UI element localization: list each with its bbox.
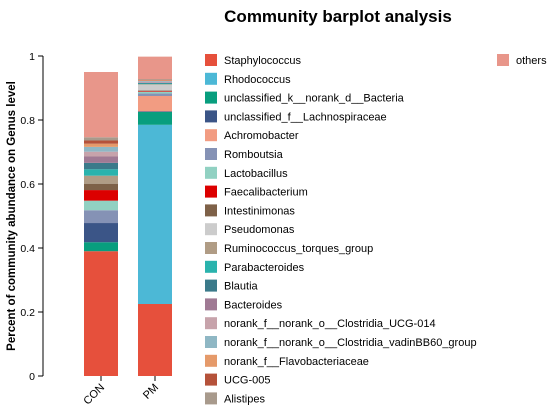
bar-segment bbox=[138, 90, 172, 92]
legend-swatch bbox=[205, 260, 217, 273]
legend: Staphylococcus Rhodococcus unclassified_k_… bbox=[205, 54, 547, 405]
bar-segment bbox=[138, 93, 172, 96]
bar-segment bbox=[138, 81, 172, 83]
bar-segment bbox=[84, 200, 118, 211]
legend-swatch bbox=[205, 166, 217, 179]
bar-segment bbox=[138, 111, 172, 112]
bar-segment bbox=[84, 137, 118, 141]
legend-label: Romboutsia bbox=[224, 149, 284, 161]
bar-segment bbox=[84, 190, 118, 201]
legend-label: Staphylococcus bbox=[224, 55, 302, 67]
y-tick-label: 0 bbox=[29, 371, 35, 383]
legend-label: UCG-005 bbox=[224, 375, 270, 387]
x-category-label: PM bbox=[141, 382, 161, 402]
legend-label: unclassified_k__norank_d__Bacteria bbox=[224, 93, 405, 105]
legend-label: norank_f__norank_o__Clostridia_vadinBB60… bbox=[224, 337, 477, 349]
bar-segment bbox=[138, 84, 172, 85]
legend-label: Parabacteroides bbox=[224, 262, 305, 274]
legend-label: Faecalibacterium bbox=[224, 187, 308, 199]
bar-segment bbox=[138, 112, 172, 125]
legend-swatch bbox=[205, 72, 217, 85]
legend-label: Alistipes bbox=[224, 393, 265, 405]
bar-segment bbox=[84, 242, 118, 252]
plot-area: 0 0.2 0.4 0.6 0.8 1 CON PM bbox=[20, 51, 172, 407]
legend-swatch bbox=[205, 317, 217, 330]
legend-swatch bbox=[497, 54, 509, 66]
y-tick-label: 0.2 bbox=[20, 307, 35, 319]
legend-label: Ruminococcus_torques_group bbox=[224, 243, 373, 255]
y-tick-label: 0.6 bbox=[20, 179, 35, 191]
bar-segment bbox=[138, 80, 172, 81]
chart-title: Community barplot analysis bbox=[224, 7, 452, 26]
bar-segment bbox=[138, 96, 172, 112]
bar-segment bbox=[138, 304, 172, 376]
bar-segment bbox=[138, 82, 172, 83]
legend-swatch bbox=[205, 129, 217, 142]
bar-segment bbox=[138, 56, 172, 80]
bar-segment bbox=[84, 72, 118, 138]
legend-swatch bbox=[205, 110, 217, 123]
y-axis-label: Percent of community abundance on Genus … bbox=[6, 81, 18, 351]
legend-label: Bacteroides bbox=[224, 299, 283, 311]
legend-label: others bbox=[516, 55, 547, 67]
bar-segment bbox=[84, 143, 118, 147]
y-tick-label: 0.4 bbox=[20, 243, 35, 255]
bar-segment bbox=[138, 83, 172, 85]
x-category-label: CON bbox=[81, 382, 107, 408]
legend-label: Pseudomonas bbox=[224, 224, 295, 236]
legend-swatch bbox=[205, 298, 217, 311]
legend-label: Intestinimonas bbox=[224, 205, 295, 217]
legend-swatch bbox=[205, 91, 217, 104]
bar-segment bbox=[138, 91, 172, 92]
legend-swatch bbox=[205, 148, 217, 160]
bar-segment bbox=[84, 146, 118, 152]
bar-segment bbox=[138, 91, 172, 94]
legend-swatch bbox=[205, 223, 217, 236]
legend-label: Achromobacter bbox=[224, 130, 299, 142]
bar-segment bbox=[84, 223, 118, 243]
bar-segment bbox=[84, 151, 118, 157]
legend-swatch bbox=[205, 242, 217, 254]
bar-segment bbox=[138, 84, 172, 91]
legend-swatch bbox=[205, 336, 217, 348]
bar-segment bbox=[84, 156, 118, 163]
legend-label: norank_f__Flavobacteriaceae bbox=[224, 356, 369, 368]
legend-label: norank_f__norank_o__Clostridia_UCG-014 bbox=[224, 318, 436, 330]
bar-segment bbox=[138, 82, 172, 84]
bar-segment bbox=[138, 124, 172, 304]
y-tick-label: 0.8 bbox=[20, 115, 35, 127]
legend-swatch bbox=[205, 392, 217, 405]
legend-label: Blautia bbox=[224, 281, 259, 293]
legend-label: unclassified_f__Lachnospiraceae bbox=[224, 111, 387, 123]
bar-segment bbox=[84, 251, 118, 376]
legend-swatch bbox=[205, 279, 217, 292]
legend-label: Rhodococcus bbox=[224, 74, 291, 86]
bar-segment bbox=[84, 183, 118, 191]
legend-swatch bbox=[205, 354, 217, 367]
legend-swatch bbox=[205, 204, 217, 217]
legend-swatch bbox=[205, 185, 217, 198]
bar-segment bbox=[138, 80, 172, 82]
bar-segment bbox=[138, 79, 172, 81]
legend-swatch bbox=[205, 54, 217, 66]
bar-segment bbox=[84, 210, 118, 224]
y-tick-label: 1 bbox=[29, 51, 35, 63]
bar-segment bbox=[84, 175, 118, 184]
bar-segment bbox=[138, 79, 172, 80]
bar-segment bbox=[84, 162, 118, 170]
legend-swatch bbox=[205, 373, 217, 386]
bar-segment bbox=[84, 169, 118, 176]
legend-label: Lactobacillus bbox=[224, 168, 288, 180]
bar-segment bbox=[84, 140, 118, 144]
